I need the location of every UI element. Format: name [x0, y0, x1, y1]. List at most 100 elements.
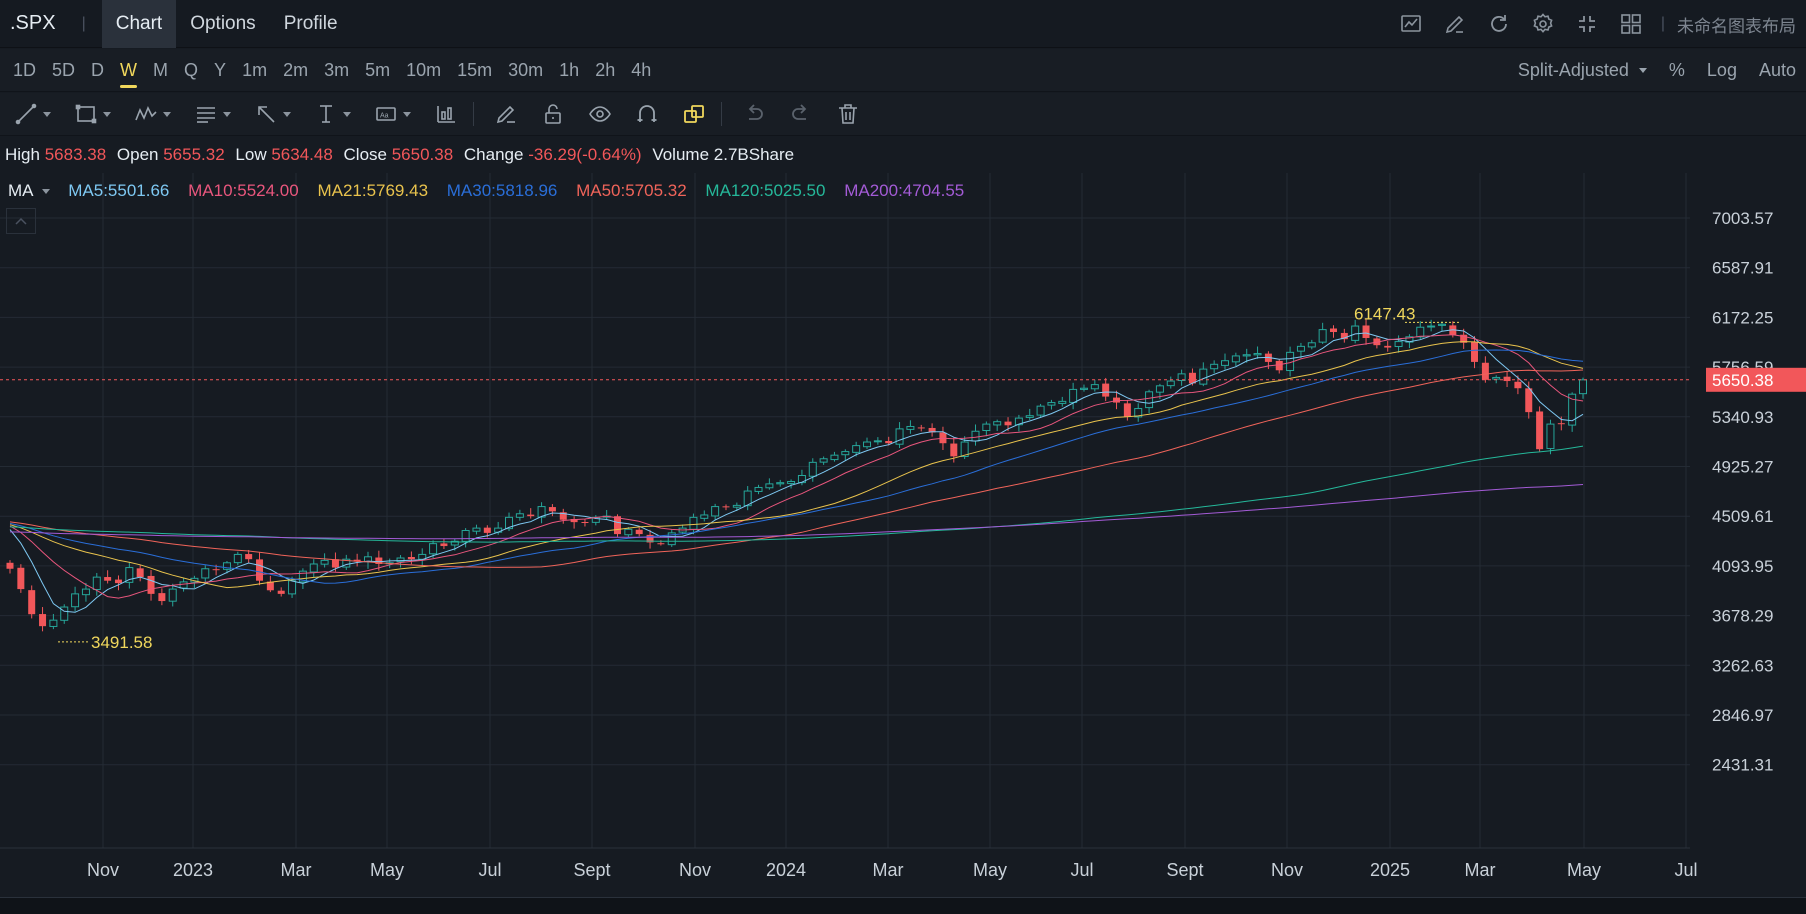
arrow-tool[interactable] [254, 102, 291, 126]
refresh-icon[interactable] [1484, 9, 1514, 39]
timeframe-3m[interactable]: 3m [324, 59, 350, 80]
magnet-tool[interactable] [635, 102, 659, 126]
candle-body [1275, 360, 1283, 371]
redo-button[interactable] [789, 102, 813, 126]
trend-line-tool[interactable] [14, 102, 51, 126]
candle-body [331, 559, 339, 568]
candle-body [233, 553, 242, 564]
candle-body [309, 563, 318, 573]
candle-body [1568, 393, 1577, 426]
timeframe-1d[interactable]: 1D [13, 59, 37, 80]
timeframe-1m[interactable]: 1m [242, 59, 268, 80]
fullscreen-icon[interactable] [1572, 9, 1602, 39]
percent-toggle[interactable]: % [1668, 60, 1685, 80]
candle-body [570, 518, 578, 523]
candle-body [657, 543, 665, 545]
y-tick-label: 3678.29 [1712, 607, 1773, 626]
link-tool[interactable] [682, 102, 706, 126]
volume-label: Volume [652, 145, 710, 164]
timeframe-4h[interactable]: 4h [631, 59, 652, 80]
measure-icon [320, 105, 332, 123]
grid-layout-icon[interactable] [1616, 9, 1646, 39]
chevron-up-icon [15, 217, 27, 225]
x-tick-label: Sept [573, 860, 610, 880]
candle-body [222, 562, 231, 570]
candle-body [158, 593, 166, 602]
candle-body [450, 540, 459, 546]
timeframe-5m[interactable]: 5m [365, 59, 391, 80]
timeframe-10m[interactable]: 10m [406, 59, 442, 80]
text-note-tool[interactable]: Aa [374, 102, 411, 126]
tab-options[interactable]: Options [190, 12, 256, 34]
collapse-legend-button[interactable] [6, 208, 36, 234]
tab-chart[interactable]: Chart [101, 0, 177, 48]
candle-body [700, 514, 709, 519]
measure-tool[interactable] [314, 102, 351, 126]
symbol-label[interactable]: .SPX [10, 12, 56, 34]
auto-toggle[interactable]: Auto [1758, 60, 1796, 80]
fibonacci-tool[interactable] [194, 102, 231, 126]
brush-icon [496, 105, 515, 124]
timeframe-d[interactable]: D [91, 59, 105, 80]
volume-value: 2.7BShare [713, 145, 795, 164]
y-tick-label: 7003.57 [1712, 209, 1773, 228]
candle-body [71, 593, 80, 608]
candle-body [1492, 376, 1501, 380]
timeframe-q[interactable]: Q [184, 59, 199, 80]
lock-tool[interactable] [541, 102, 565, 126]
undo-button[interactable] [742, 102, 766, 126]
timeframe-2m[interactable]: 2m [283, 59, 309, 80]
ma5-line [9, 329, 1584, 613]
candle-body [1079, 387, 1088, 390]
candle-body [515, 513, 524, 518]
x-tick-label: 2025 [1370, 860, 1410, 880]
candle-body [863, 441, 872, 448]
trash-icon [839, 104, 857, 124]
delete-drawings-button[interactable] [836, 102, 860, 126]
timeframe-15m[interactable]: 15m [457, 59, 493, 80]
adjustment-select[interactable]: Split-Adjusted [1518, 60, 1647, 81]
rectangle-tool[interactable] [74, 102, 111, 126]
brush-tool[interactable] [494, 102, 518, 126]
candle-body [917, 427, 925, 429]
tab-profile[interactable]: Profile [283, 12, 338, 34]
x-tick-label: Nov [679, 860, 711, 880]
timeframe-m[interactable]: M [153, 59, 169, 80]
candle-body [830, 454, 839, 461]
candle-body [1296, 345, 1305, 352]
candle-body [1503, 376, 1511, 382]
timeframe-30m[interactable]: 30m [508, 59, 544, 80]
candle-body [667, 532, 676, 546]
divider: | [1660, 15, 1665, 32]
candle-body [1069, 388, 1078, 403]
y-tick-label: 6172.25 [1712, 308, 1773, 327]
y-tick-label: 4509.61 [1712, 507, 1773, 526]
candle-body [298, 570, 307, 583]
y-tick-label: 2846.97 [1712, 706, 1773, 725]
timeframe-y[interactable]: Y [214, 59, 227, 80]
indicator-chart-icon[interactable] [1396, 9, 1426, 39]
timeframe-1h[interactable]: 1h [559, 59, 580, 80]
candle-body [1384, 345, 1392, 348]
draw-pen-icon[interactable] [1440, 9, 1470, 39]
price-chart[interactable]: 7003.576587.916172.255756.595340.934925.… [0, 173, 1806, 913]
candle-body [168, 588, 177, 602]
bars-pattern-tool[interactable] [434, 102, 458, 126]
top-bar: .SPX | Chart Options Profile | 未命名图表布局 [0, 0, 1806, 48]
settings-icon[interactable] [1528, 9, 1558, 39]
timeframe-w[interactable]: W [112, 49, 145, 92]
log-toggle[interactable]: Log [1706, 60, 1737, 80]
timeframe-5d[interactable]: 5D [52, 59, 76, 80]
candle-body [971, 430, 980, 442]
visibility-tool[interactable] [588, 102, 612, 126]
ma-legend-label[interactable]: MA [8, 181, 34, 200]
arrow-icon [258, 106, 275, 123]
x-tick-label: Jul [1070, 860, 1093, 880]
pattern-tool[interactable] [134, 102, 171, 126]
candle-body [1437, 323, 1446, 326]
layout-name[interactable]: 未命名图表布局 [1677, 16, 1796, 36]
link-icon [684, 105, 704, 123]
low-label: Low [235, 145, 267, 164]
candle-body [342, 558, 351, 568]
timeframe-2h[interactable]: 2h [595, 59, 616, 80]
